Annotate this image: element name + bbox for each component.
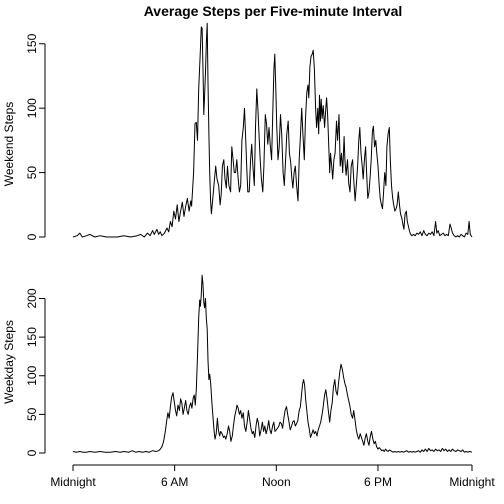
weekend-steps-line bbox=[72, 22, 473, 238]
chart-title: Average Steps per Five-minute Interval bbox=[144, 3, 403, 19]
weekday-y-tick-label: 0 bbox=[25, 449, 39, 456]
x-tick-label: 6 AM bbox=[161, 475, 188, 489]
x-tick-label: Midnight bbox=[50, 475, 96, 489]
x-tick-label: 6 PM bbox=[364, 475, 392, 489]
weekend-y-tick-label: 50 bbox=[25, 166, 39, 180]
weekend-y-tick-label: 0 bbox=[25, 233, 39, 240]
weekend-y-tick-label: 150 bbox=[25, 33, 39, 53]
weekend-y-axis-title: Weekend Steps bbox=[2, 102, 16, 187]
weekend-y-tick-label: 100 bbox=[25, 98, 39, 118]
x-axis: Midnight 6 AM Noon 6 PM Midnight bbox=[50, 464, 495, 489]
x-tick-label: Noon bbox=[262, 475, 291, 489]
weekday-y-axis-title: Weekday Steps bbox=[2, 320, 16, 404]
x-tick-label: Midnight bbox=[449, 475, 495, 489]
weekday-y-tick-label: 50 bbox=[25, 407, 39, 421]
weekday-y-tick-label: 100 bbox=[25, 365, 39, 385]
weekday-y-tick-label: 200 bbox=[25, 288, 39, 308]
weekday-panel: Weekday Steps 0 50 100 150 200 bbox=[2, 274, 473, 456]
weekday-steps-line bbox=[72, 274, 473, 453]
weekend-panel: Weekend Steps 0 50 100 150 bbox=[2, 22, 473, 240]
weekday-y-tick-label: 150 bbox=[25, 327, 39, 347]
